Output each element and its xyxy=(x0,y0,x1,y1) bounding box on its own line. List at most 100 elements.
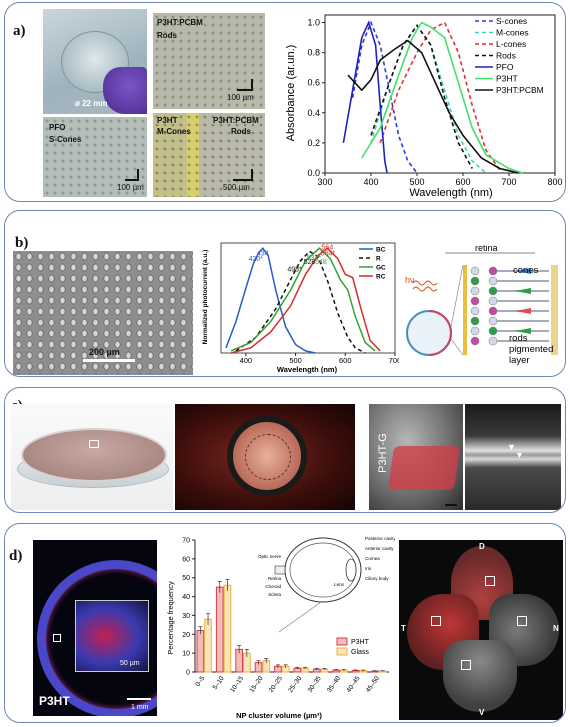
x-tick-label: 30–35 xyxy=(307,675,323,694)
pfo-micrograph: PFO S-Cones 100 µm xyxy=(43,117,147,197)
bipolar-cell xyxy=(488,266,498,276)
inset-zoom: 50 µm xyxy=(75,600,149,672)
sample-label: P3HT-G xyxy=(376,433,389,473)
eye-part-label: Retina xyxy=(268,576,282,581)
mixed-sub: Rods xyxy=(231,127,251,136)
scale-label: 100 µm xyxy=(227,93,254,102)
legend-label: BC xyxy=(376,247,386,254)
pfo-sub: S-Cones xyxy=(49,135,82,144)
rods-sub: Rods xyxy=(157,31,177,40)
panel-d-label: d) xyxy=(9,548,23,564)
y-tick-label: 0.4 xyxy=(307,108,320,118)
bipolar-cell xyxy=(488,296,498,306)
x-axis-title: Wavelength (nm) xyxy=(277,365,338,374)
retina-diagram: retina hν cones rods pigmented layer xyxy=(405,245,558,365)
ganglion-cell xyxy=(470,266,480,276)
legend-swatch xyxy=(336,647,348,656)
wafer-disc xyxy=(61,31,129,93)
orientation-top: D xyxy=(479,542,485,551)
legend-label: P3HT:PCBM xyxy=(496,85,544,95)
y-tick-label: 50 xyxy=(182,575,190,582)
panel-a: a) ø 22 mm P3HT:PCBM Rods 100 µm PFO S-C… xyxy=(4,2,566,202)
flatmount-photo: D V T N xyxy=(399,540,563,720)
x-tick-label: 700 xyxy=(389,356,399,365)
implant-overlay xyxy=(387,446,461,490)
peak-label: 548 xyxy=(315,259,327,266)
plot-frame xyxy=(324,14,556,174)
retina-label: retina xyxy=(475,245,498,253)
wafer-photo: ø 22 mm xyxy=(43,9,147,114)
y-axis-title: Percentage frequency xyxy=(166,581,175,655)
scale-bar xyxy=(83,359,135,362)
x-tick-label: 45–50 xyxy=(365,675,381,694)
panel-a-label: a) xyxy=(13,23,26,39)
bipolar-cell xyxy=(488,306,498,316)
eye-part-label: Lens xyxy=(334,582,345,587)
x-tick-label: 500 xyxy=(409,177,424,187)
rods-micrograph: P3HT:PCBM Rods 100 µm xyxy=(153,13,265,109)
y-tick-label: 0.6 xyxy=(307,78,320,88)
cones-label: cones xyxy=(513,265,539,276)
x-tick-label: 600 xyxy=(339,356,352,365)
x-tick-label: 400 xyxy=(363,177,378,187)
dish-photo xyxy=(11,404,173,510)
x-tick-label: 800 xyxy=(547,177,562,187)
series-line xyxy=(361,21,524,174)
arrow-marker: ▼ xyxy=(507,442,516,452)
peak-label: 564* xyxy=(321,251,336,258)
panel-b-label: b) xyxy=(15,235,29,251)
scale-bar xyxy=(237,79,253,91)
pointer-line xyxy=(278,601,322,633)
light-wave xyxy=(412,280,438,286)
legend-label: M-cones xyxy=(496,28,529,38)
ganglion-cell xyxy=(470,286,480,296)
y-axis-title: Absorbance (ar.un.) xyxy=(285,45,297,142)
bar xyxy=(204,618,212,673)
optic-nerve xyxy=(274,565,286,575)
orientation-right: N xyxy=(553,624,559,633)
implant-dots xyxy=(245,434,291,480)
legend-label: S-cones xyxy=(496,16,527,26)
x-tick-label: 40–45 xyxy=(345,675,361,694)
cone-cell xyxy=(515,288,531,294)
zoom-line xyxy=(450,264,464,328)
legend-label: P3HT xyxy=(496,74,518,84)
fundus-photo: P3HT-G xyxy=(369,404,463,510)
pigment-layer xyxy=(551,265,558,355)
x-tick-label: 15–20 xyxy=(248,675,264,694)
legend-label: PFO xyxy=(496,62,514,72)
cone-cell xyxy=(515,328,531,334)
retina-section-photo: 50 µm P3HT 1 mm xyxy=(33,540,157,716)
x-tick-label: 5–10 xyxy=(212,675,226,691)
pfo-title: PFO xyxy=(49,123,66,132)
y-tick-label: 30 xyxy=(182,613,190,620)
zoom-square xyxy=(53,634,61,642)
legend-label: P3HT xyxy=(351,639,370,646)
ganglion-layer xyxy=(463,265,467,355)
series-line xyxy=(230,247,381,354)
ganglion-cell xyxy=(470,276,480,286)
legend-label: Rods xyxy=(496,51,516,61)
bipolar-cell xyxy=(488,336,498,346)
rods-label: rods xyxy=(509,333,528,344)
series-line xyxy=(225,246,316,354)
dot-pattern xyxy=(153,113,265,197)
scale-bar xyxy=(127,698,151,700)
scale-label: 500 µm xyxy=(223,183,250,192)
x-tick-label: 700 xyxy=(501,177,516,187)
x-tick-label: 10–15 xyxy=(229,675,245,694)
legend-swatch xyxy=(336,637,348,646)
lens xyxy=(345,558,357,582)
glove xyxy=(103,67,147,114)
y-tick-label: 10 xyxy=(182,651,190,658)
cone-cell xyxy=(515,268,531,274)
peak-label: 420* xyxy=(249,256,264,263)
sem-image: 200 µm xyxy=(13,251,193,375)
roi-square xyxy=(461,660,471,670)
pigmented-label: pigmented xyxy=(509,344,553,355)
layer-label: layer xyxy=(509,355,530,365)
panel-d: d) 50 µm P3HT 1 mm 0 10 20 30 40 50 60 70 0–5 5–1… xyxy=(4,523,566,723)
y-axis-title: Normalized photocurrent (a.u.) xyxy=(202,250,209,345)
ganglion-cell xyxy=(470,316,480,326)
bipolar-cell xyxy=(488,316,498,326)
